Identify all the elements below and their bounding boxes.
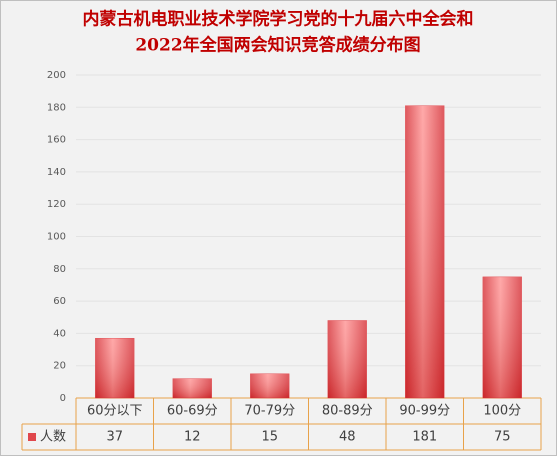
- legend-swatch: [28, 433, 36, 441]
- bar-shade: [482, 276, 522, 398]
- y-tick-label: 200: [47, 70, 66, 81]
- table-value: 37: [106, 430, 123, 445]
- y-tick-label: 60: [53, 296, 66, 307]
- table-value: 75: [494, 430, 511, 445]
- y-tick-label: 140: [47, 167, 66, 178]
- x-tick-label: 90-99分: [399, 404, 450, 419]
- legend-label: 人数: [40, 430, 66, 445]
- x-tick-label: 100分: [483, 404, 521, 419]
- x-tick-label: 80-89分: [322, 404, 373, 419]
- table-value: 48: [339, 430, 356, 445]
- y-tick-label: 180: [47, 102, 66, 113]
- y-tick-label: 20: [53, 361, 66, 372]
- table-value: 12: [184, 430, 201, 445]
- x-tick-label: 70-79分: [244, 404, 295, 419]
- x-tick-label: 60-69分: [167, 404, 218, 419]
- chart-title: 内蒙古机电职业技术学院学习党的十九届六中全会和: [83, 9, 474, 30]
- table-value: 15: [261, 430, 278, 445]
- chart-title: 2022年全国两会知识竞答成绩分布图: [135, 35, 420, 56]
- y-tick-label: 80: [53, 264, 66, 275]
- x-tick-label: 60分以下: [87, 404, 143, 419]
- bar-shade: [405, 105, 445, 398]
- y-tick-label: 160: [47, 135, 66, 146]
- y-tick-label: 100: [47, 232, 66, 243]
- bar-shade: [250, 373, 290, 398]
- bar-shade: [95, 338, 135, 398]
- y-tick-label: 120: [47, 199, 66, 210]
- y-tick-label: 40: [53, 328, 66, 339]
- bar-shade: [327, 320, 367, 398]
- bar-shade: [172, 378, 212, 398]
- y-tick-label: 0: [60, 393, 66, 404]
- table-value: 181: [412, 430, 437, 445]
